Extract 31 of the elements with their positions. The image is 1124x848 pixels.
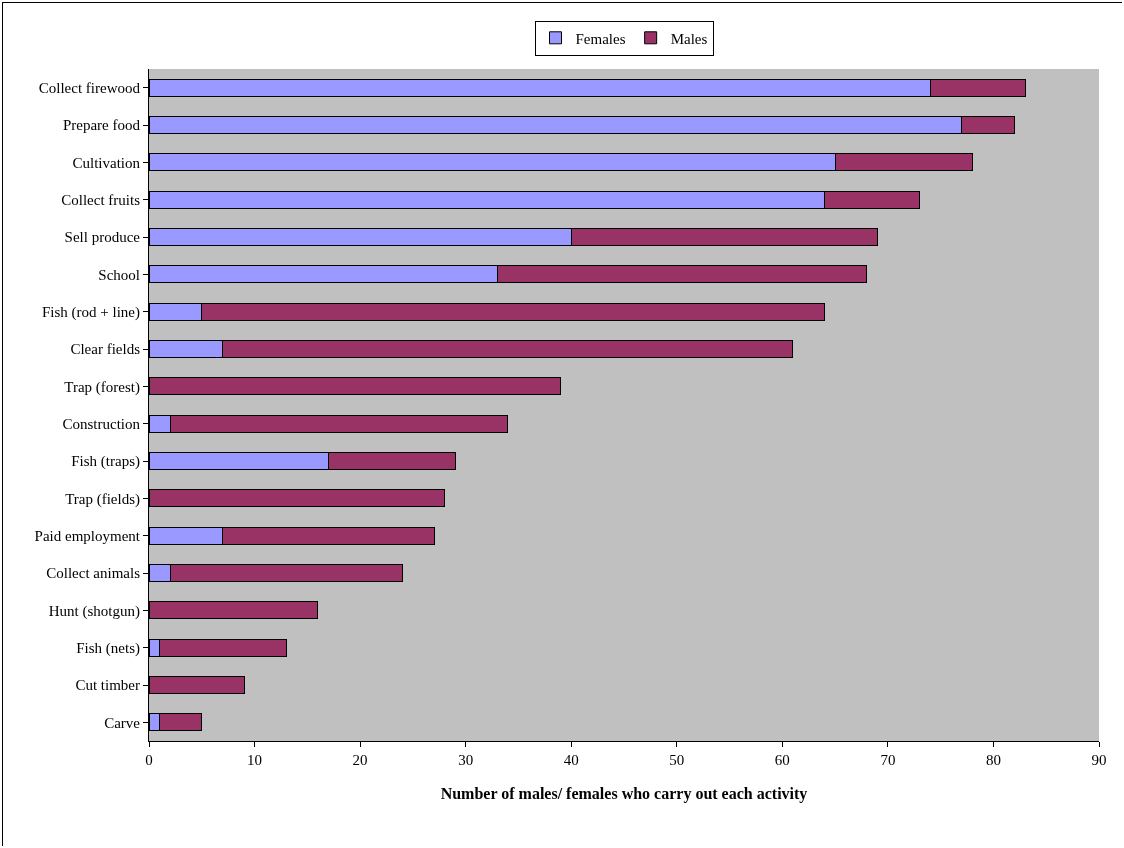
x-tick-label: 10	[247, 752, 263, 768]
x-tick-label: 40	[563, 752, 579, 768]
y-tick-label: Prepare food	[62, 117, 141, 134]
y-tick-label: Construction	[62, 415, 141, 432]
y-tick-label: Paid employment	[34, 527, 141, 544]
x-tick-label: 0	[145, 752, 153, 768]
y-tick-label: Cultivation	[72, 154, 141, 171]
x-tick-label: 60	[774, 752, 790, 768]
y-tick-label: Sell produce	[64, 229, 141, 246]
y-tick-label: Trap (fields)	[65, 490, 140, 508]
y-tick-label: Cut timber	[75, 677, 140, 694]
x-tick-label: 70	[880, 752, 896, 768]
y-tick-label: Collect firewood	[38, 79, 141, 96]
y-tick-label: Trap (forest)	[64, 378, 140, 396]
legend-label: Females	[575, 30, 626, 47]
x-tick-label: 90	[1091, 752, 1107, 768]
x-axis-title: Number of males/ females who carry out each activity	[440, 784, 808, 803]
y-tick-label: School	[98, 266, 140, 283]
x-tick-label: 50	[669, 752, 685, 768]
x-tick-label: 20	[352, 752, 368, 768]
y-tick-label: Fish (traps)	[71, 453, 140, 471]
y-tick-label: Fish (nets)	[76, 639, 140, 657]
legend-label: Males	[670, 30, 708, 47]
y-tick-label: Clear fields	[70, 341, 141, 358]
x-tick-label: 80	[985, 752, 1001, 768]
y-tick-label: Collect fruits	[61, 191, 141, 208]
y-tick-label: Hunt (shotgun)	[48, 602, 140, 620]
y-tick-label: Carve	[104, 714, 141, 731]
y-tick-label: Fish (rod + line)	[41, 303, 140, 321]
x-tick-label: 30	[458, 752, 474, 768]
y-tick-label: Collect animals	[46, 565, 141, 582]
